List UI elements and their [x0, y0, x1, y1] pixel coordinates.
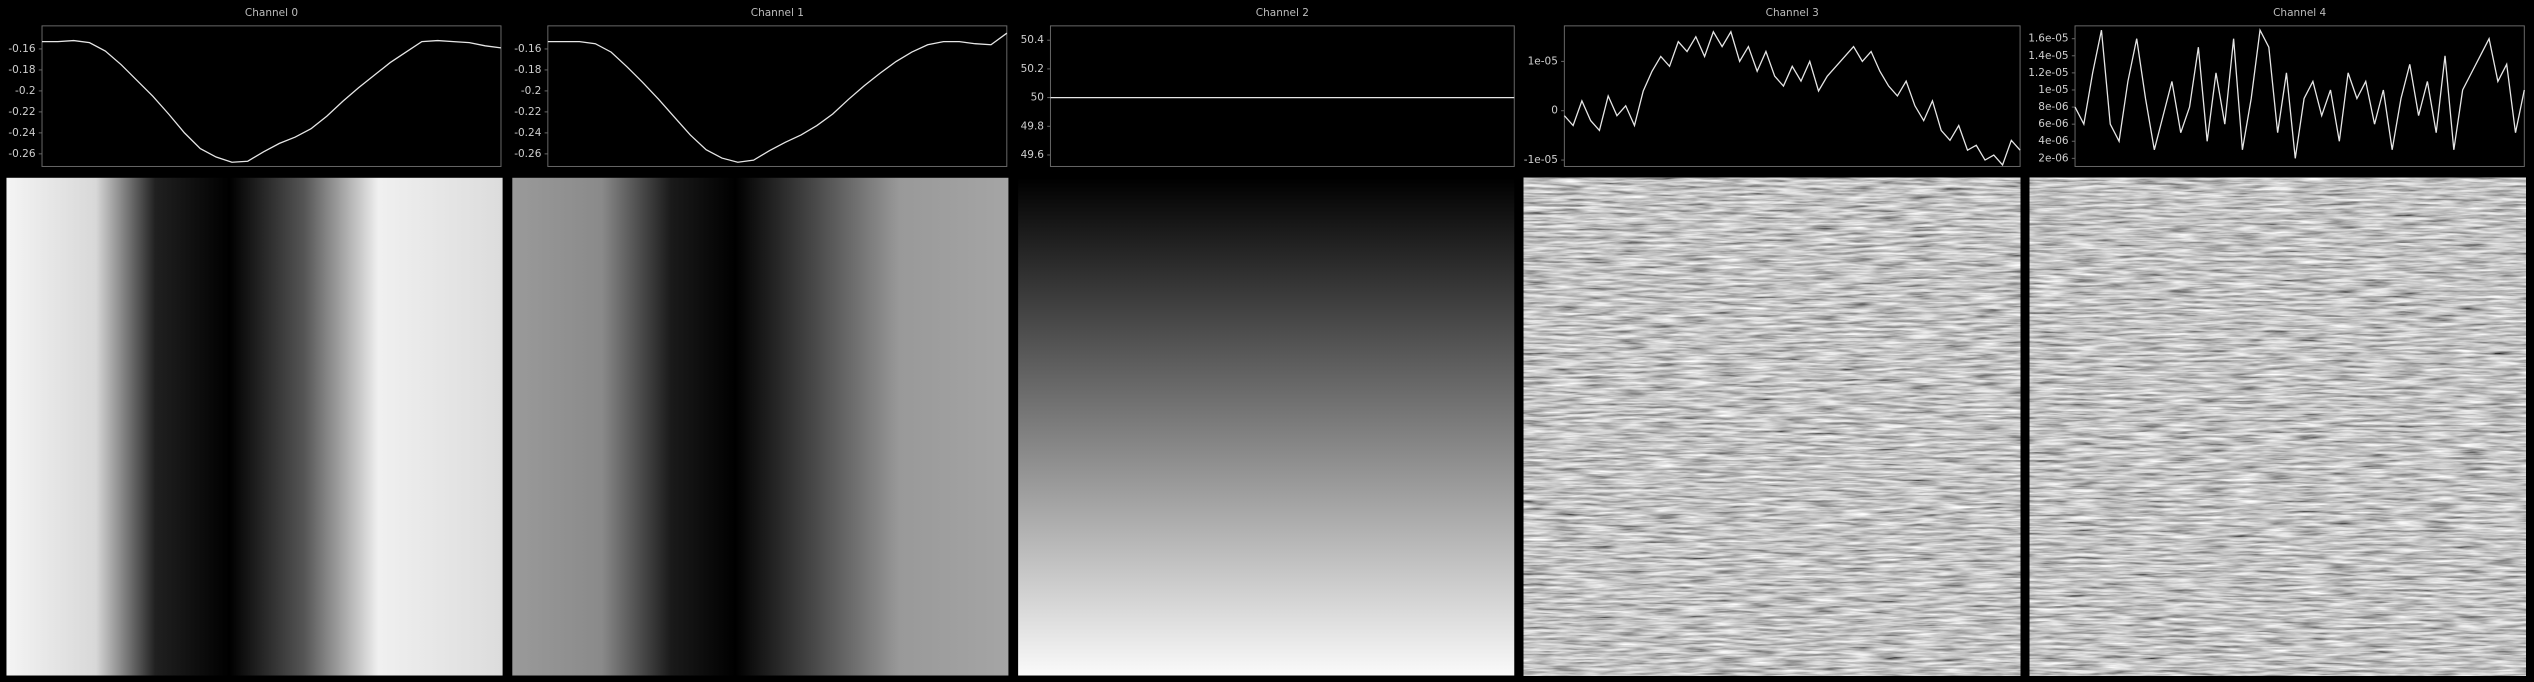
y-tick-label: -0.16 — [514, 43, 541, 55]
line — [42, 39, 502, 163]
y-tick-label: -0.2 — [521, 85, 542, 97]
y-tick-label: -0.26 — [514, 148, 541, 160]
image-panel — [6, 177, 503, 676]
y-tick-label: -0.16 — [8, 43, 35, 55]
y-tick-label: 1e-05 — [2038, 84, 2068, 96]
chart-title: Channel 1 — [751, 7, 804, 19]
plot-frame — [2074, 25, 2525, 167]
image-panel — [2029, 177, 2526, 676]
chart-title: Channel 2 — [1256, 7, 1309, 19]
y-tick-label: 1.2e-05 — [2028, 67, 2068, 79]
y-tick-label: 1e-05 — [1528, 55, 1558, 67]
image-panel — [512, 177, 1009, 676]
y-tick-label: 50.2 — [1021, 63, 1044, 75]
y-tick-label: 8e-06 — [2038, 101, 2069, 113]
line — [2074, 27, 2525, 159]
plot-frame — [41, 25, 502, 167]
chart-title: Channel 4 — [2273, 7, 2326, 19]
y-tick-label: 50 — [1031, 92, 1044, 104]
y-tick-label: 2e-06 — [2038, 152, 2069, 164]
y-tick-label: -0.22 — [514, 106, 541, 118]
y-tick-label: -0.18 — [514, 64, 541, 76]
y-tick-label: 0 — [1551, 105, 1558, 117]
y-tick-label: 1.6e-05 — [2028, 33, 2068, 45]
y-tick-label: -0.24 — [514, 127, 541, 139]
y-tick-label: -0.2 — [15, 85, 36, 97]
plot-frame — [1563, 25, 2021, 167]
line — [547, 32, 1008, 163]
plot-frame — [547, 25, 1008, 167]
image-panel — [1523, 177, 2021, 676]
y-tick-label: 49.8 — [1021, 120, 1044, 132]
chart-title: Channel 3 — [1766, 7, 1819, 19]
y-tick-label: -0.22 — [8, 106, 35, 118]
line — [1563, 30, 2021, 167]
y-tick-label: 49.6 — [1021, 149, 1045, 161]
chart-title: Channel 0 — [245, 7, 298, 19]
y-tick-label: 50.4 — [1021, 34, 1045, 46]
y-tick-label: -0.24 — [8, 127, 35, 139]
y-tick-label: 6e-06 — [2038, 118, 2069, 130]
y-tick-label: 4e-06 — [2038, 135, 2069, 147]
y-tick-label: 1.4e-05 — [2028, 50, 2068, 62]
y-tick-label: -0.18 — [8, 64, 35, 76]
image-panel — [1018, 177, 1515, 676]
y-tick-label: -0.26 — [8, 148, 35, 160]
y-tick-label: -1e-05 — [1524, 154, 1558, 166]
plot-frame — [1049, 25, 1515, 167]
